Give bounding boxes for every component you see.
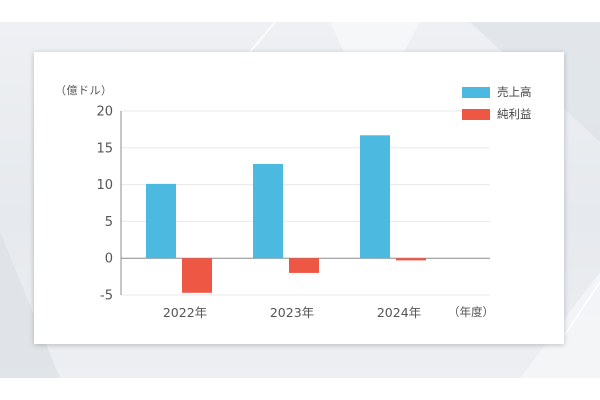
bar-layer [146,135,426,293]
bar-revenue [146,183,176,259]
y-unit-label: （億ドル） [55,84,113,97]
bar-net-income [182,258,212,293]
legend-label-revenue: 売上高 [497,85,532,99]
legend-swatch-net-income [462,108,490,120]
chart-plot: 20 15 10 5 0 -5 2022年 2023年 2024年 [96,105,490,321]
bar-revenue [360,135,390,259]
x-tick-label: 2023年 [270,305,314,320]
bar-net-income [396,258,426,261]
y-tick-label: 0 [105,252,113,267]
legend-label-net-income: 純利益 [497,107,532,121]
chart-card: 20 15 10 5 0 -5 2022年 2023年 2024年 [34,52,564,344]
bar-revenue [253,163,283,259]
x-tick-label: 2024年 [377,305,421,320]
y-tick-label: 10 [96,178,113,193]
y-tick-label: 20 [96,105,113,120]
legend-item-net-income: 純利益 [462,106,532,122]
bar-net-income [289,258,319,273]
legend-item-revenue: 売上高 [462,84,532,100]
y-tick-label: 15 [96,141,113,156]
x-unit-label: （年度） [448,305,494,319]
y-tick-label: 5 [105,215,113,230]
legend: 売上高 純利益 [462,84,532,128]
x-tick-label: 2022年 [163,305,207,320]
axis-layer: 20 15 10 5 0 -5 2022年 2023年 2024年 [96,105,421,321]
y-tick-label: -5 [100,289,113,304]
legend-swatch-revenue [462,86,490,98]
